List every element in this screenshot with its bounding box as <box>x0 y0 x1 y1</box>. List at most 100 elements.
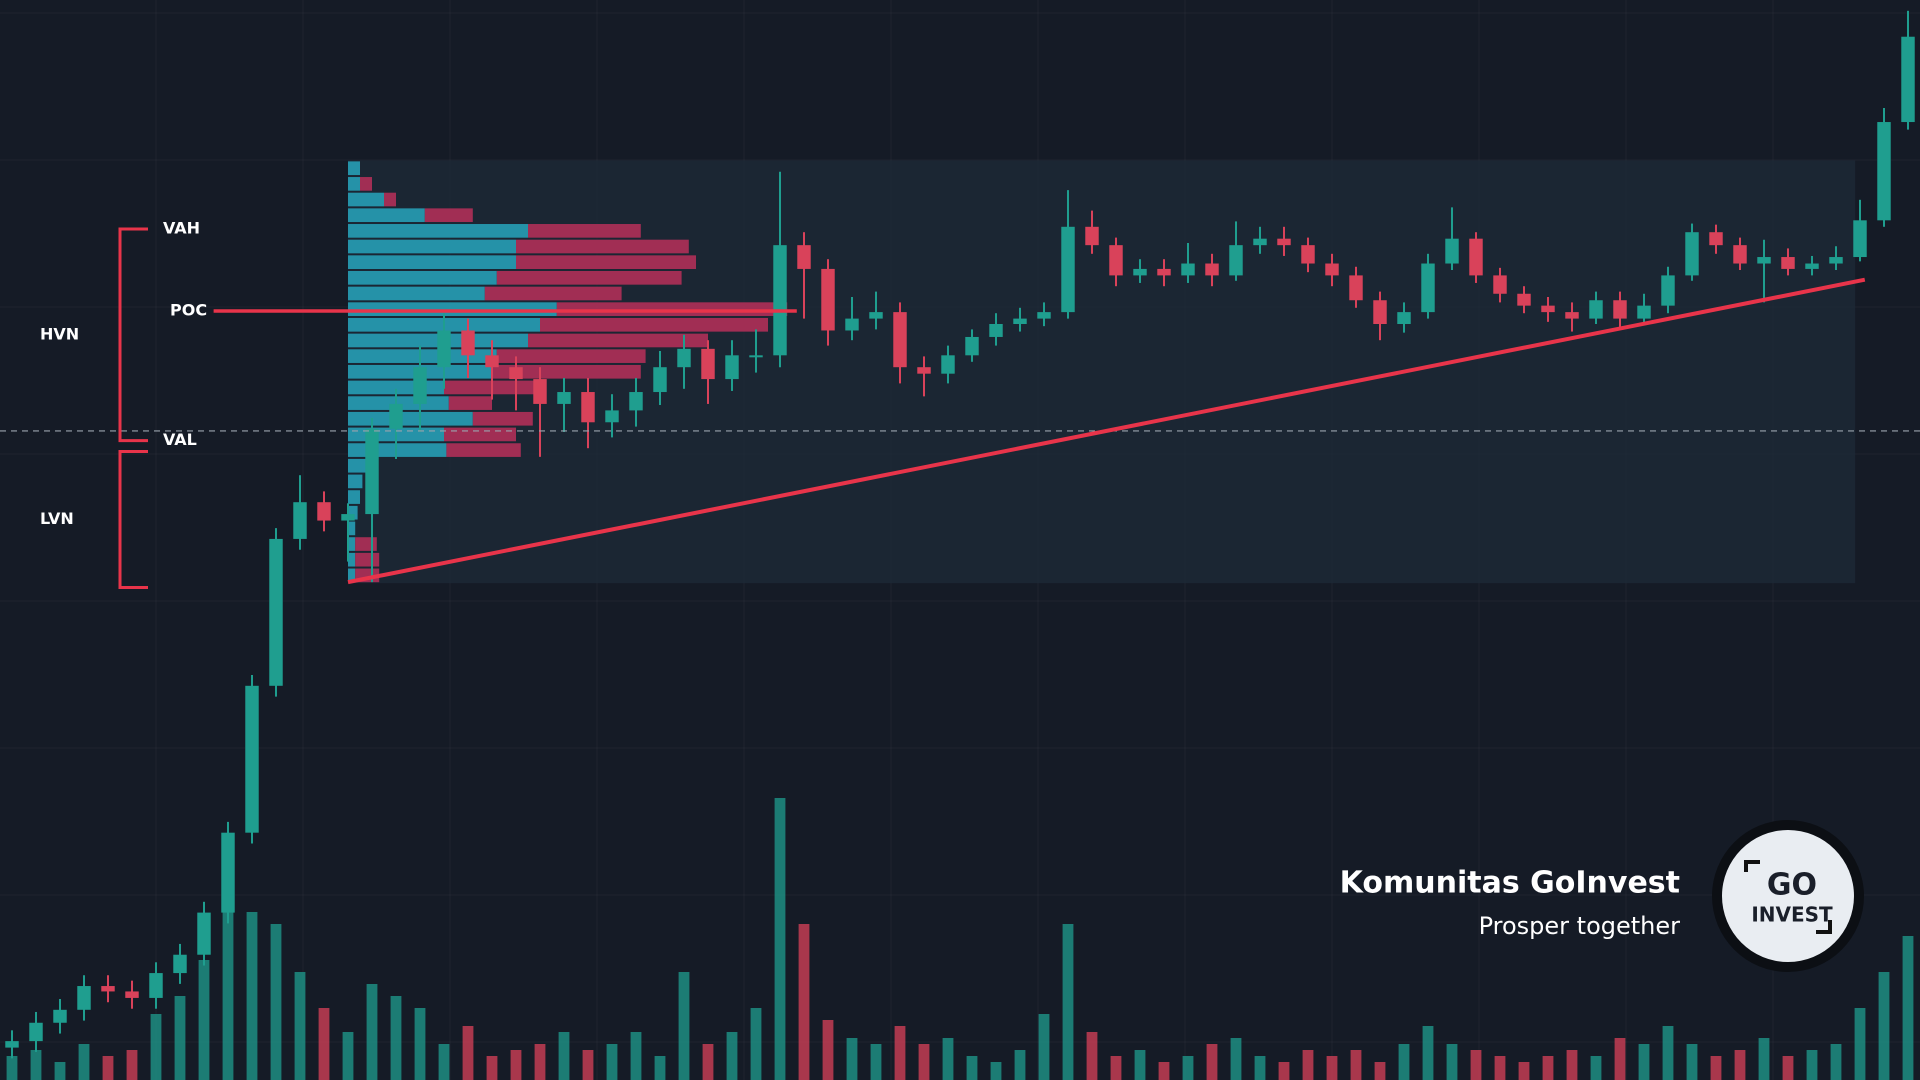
candle-body <box>533 379 547 404</box>
volume-bar <box>1206 1044 1218 1080</box>
candle-body <box>413 367 427 404</box>
candle-body <box>1493 275 1507 294</box>
volume-bar <box>1878 972 1890 1080</box>
profile-down-bar <box>355 537 377 551</box>
volume-bar <box>1854 1008 1866 1080</box>
profile-up-bar <box>348 505 358 520</box>
profile-up-bar <box>348 177 360 191</box>
candle-body <box>653 367 667 393</box>
candle-body <box>101 986 115 992</box>
profile-down-bar <box>472 411 533 426</box>
profile-down-bar <box>540 317 768 332</box>
volume-bar <box>1614 1038 1626 1080</box>
volume-bar <box>846 1038 858 1080</box>
profile-up-bar <box>348 552 356 567</box>
profile-down-bar <box>516 255 696 269</box>
profile-up-bar <box>348 271 497 285</box>
candle-body <box>1181 263 1195 276</box>
profile-down-bar <box>484 286 622 301</box>
candle-body <box>1589 300 1603 319</box>
volume-bar <box>750 1008 762 1080</box>
candle-body <box>245 685 259 833</box>
volume-bar <box>870 1044 882 1080</box>
candle-body <box>1661 275 1675 306</box>
candle-body <box>1085 226 1099 246</box>
volume-bar <box>294 972 306 1080</box>
candle-body <box>1685 232 1699 276</box>
candle-body <box>989 324 1003 337</box>
volume-bar <box>1806 1050 1818 1080</box>
volume-bar <box>654 1056 666 1080</box>
volume-bar <box>54 1062 66 1080</box>
volume-bar <box>822 1020 834 1080</box>
zone-label: HVN <box>40 324 79 343</box>
candle-body <box>725 355 739 380</box>
candle-body <box>845 318 859 331</box>
profile-down-bar <box>355 552 380 567</box>
profile-down-bar <box>444 380 536 395</box>
candle-body <box>77 986 91 1010</box>
volume-bar <box>1134 1050 1146 1080</box>
volume-bar <box>342 1032 354 1080</box>
volume-bar <box>1734 1050 1746 1080</box>
candle-body <box>1781 257 1795 269</box>
candle-body <box>437 330 451 368</box>
volume-bar <box>1350 1050 1362 1080</box>
volume-bar <box>966 1056 978 1080</box>
volume-bar <box>1014 1050 1026 1080</box>
volume-bar <box>1494 1056 1506 1080</box>
level-label: POC <box>170 301 207 320</box>
volume-bar <box>1902 936 1914 1080</box>
candle-body <box>1517 293 1531 306</box>
volume-bar <box>366 984 378 1080</box>
candle-body <box>629 392 643 411</box>
level-label: VAH <box>163 218 200 237</box>
volume-bar <box>318 1008 330 1080</box>
volume-bar <box>390 996 402 1080</box>
candle-body <box>1397 312 1411 324</box>
profile-up-bar <box>348 568 356 583</box>
volume-bar <box>1110 1056 1122 1080</box>
candle-body <box>1637 305 1651 319</box>
volume-bar <box>78 1044 90 1080</box>
candle-body <box>29 1022 43 1042</box>
candle-body <box>173 954 187 974</box>
candle-body <box>1157 268 1171 276</box>
candle-body <box>1229 245 1243 276</box>
candle-body <box>1709 232 1723 246</box>
volume-bar <box>1782 1056 1794 1080</box>
volume-bar <box>558 1032 570 1080</box>
volume-bar <box>1758 1038 1770 1080</box>
volume-bar <box>1038 1014 1050 1080</box>
profile-up-bar <box>348 349 497 363</box>
profile-down-bar <box>384 192 396 207</box>
candle-body <box>1829 257 1843 264</box>
volume-bar <box>30 1050 42 1080</box>
watermark-subtitle: Prosper together <box>1479 912 1681 940</box>
candle-body <box>773 245 787 356</box>
candle-body <box>941 355 955 374</box>
candle-body <box>965 336 979 356</box>
candle-body <box>1565 312 1579 319</box>
level-label: VAL <box>163 430 197 449</box>
profile-down-bar <box>424 208 473 223</box>
volume-bar <box>1326 1056 1338 1080</box>
profile-up-bar <box>348 458 368 473</box>
profile-down-bar <box>556 302 788 316</box>
volume-bar <box>510 1050 522 1080</box>
candle-body <box>1061 226 1075 313</box>
volume-bar <box>1086 1032 1098 1080</box>
volume-bar <box>438 1044 450 1080</box>
volume-bar <box>1662 1026 1674 1080</box>
candle-body <box>1325 263 1339 276</box>
volume-bar <box>174 996 186 1080</box>
volume-bar <box>1590 1056 1602 1080</box>
profile-down-bar <box>516 239 689 254</box>
profile-up-bar <box>348 239 516 254</box>
volume-bar <box>1638 1044 1650 1080</box>
profile-up-bar <box>348 411 473 426</box>
candle-body <box>149 973 163 998</box>
volume-bar <box>942 1038 954 1080</box>
profile-up-bar <box>348 443 447 457</box>
